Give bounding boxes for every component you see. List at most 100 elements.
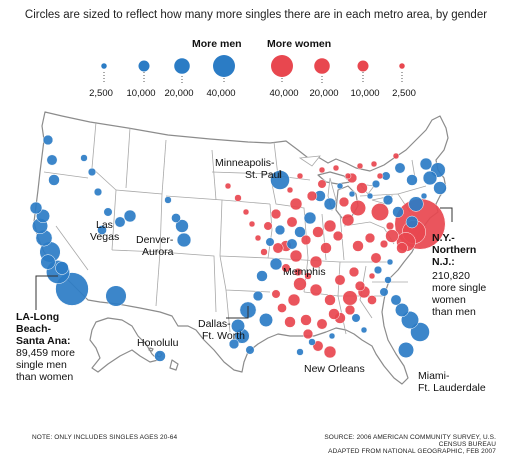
metro-women-circle	[277, 303, 287, 313]
metro-men-circle	[123, 209, 137, 223]
label-los-angeles: LA-Long Beach- Santa Ana:	[16, 311, 70, 347]
metro-women-circle	[254, 234, 262, 242]
metro-men-circle	[80, 154, 88, 162]
label-los-angeles-detail: 89,459 more single men than women	[16, 347, 75, 383]
metro-men-circle	[176, 232, 192, 248]
label-line: Northern	[432, 244, 477, 256]
metro-men-circle	[386, 258, 394, 266]
metro-women-circle	[367, 295, 377, 305]
metro-men-circle	[228, 338, 240, 350]
label-miami: Miami- Ft. Lauderdale	[418, 370, 486, 394]
metro-women-circle	[306, 190, 318, 202]
label-line: than men	[432, 306, 476, 318]
footnote-note: NOTE: ONLY INCLUDES SINGLES AGES 20-64	[32, 434, 178, 441]
metro-women-circle	[248, 220, 256, 228]
legend-women-circle	[271, 55, 293, 77]
footnote-source: SOURCE: 2006 AMERICAN COMMUNITY SURVEY, …	[296, 434, 496, 455]
metro-women-circle	[332, 230, 344, 242]
metro-men-circle	[286, 238, 298, 250]
label-line: 89,459 more	[16, 347, 75, 359]
label-line: Ft. Worth	[202, 330, 245, 342]
label-dallas: Dallas- Ft. Worth	[198, 318, 245, 342]
metro-men-circle	[252, 290, 264, 302]
label-new-orleans: New Orleans	[304, 363, 365, 375]
metro-women-circle	[341, 213, 355, 227]
metro-men-circle	[171, 213, 181, 223]
metro-women-circle	[334, 274, 346, 286]
metro-men-circle	[351, 313, 361, 323]
label-new-york-detail: 210,820 more single women than men	[432, 270, 486, 318]
metro-men-circle	[87, 167, 97, 177]
metro-women-circle	[371, 203, 389, 221]
metro-men-circle	[420, 192, 428, 200]
legend-women-tick: 40,000	[269, 88, 299, 99]
metro-men-circle	[371, 179, 381, 189]
metro-women-circle	[224, 182, 232, 190]
metro-women-circle	[356, 162, 364, 170]
metro-men-circle	[97, 225, 107, 235]
metro-women-circle	[344, 172, 352, 180]
label-line: Santa Ana:	[16, 335, 71, 347]
label-line: N.J.:	[432, 256, 455, 268]
metro-women-circle	[338, 196, 350, 208]
metro-women-circle	[309, 283, 323, 297]
metro-women-circle	[281, 263, 291, 273]
metro-men-circle	[269, 257, 283, 271]
legend-men-tick: 10,000	[126, 88, 156, 99]
label-line: more single	[432, 282, 487, 294]
label-line: than women	[16, 371, 74, 383]
metro-women-circle	[287, 293, 301, 307]
metro-women-circle	[332, 164, 340, 172]
metro-men-circle	[379, 287, 389, 297]
metro-women-circle	[392, 152, 400, 160]
metro-women-circle	[324, 294, 336, 306]
metro-women-circle	[385, 229, 399, 243]
metro-men-circle	[296, 348, 304, 356]
label-line: Aurora	[142, 246, 174, 258]
metro-men-circle	[422, 170, 438, 186]
label-line: LA-Long	[16, 311, 60, 323]
legend-men-tick: 20,000	[164, 88, 194, 99]
metro-men-circle	[308, 338, 316, 346]
legend-women-tick: 10,000	[350, 88, 380, 99]
metro-women-circle	[289, 249, 303, 263]
metro-women-circle	[302, 328, 314, 340]
metro-men-circle	[382, 194, 394, 206]
legend-men-tick: 2,500	[89, 88, 113, 99]
metro-men-circle	[48, 174, 60, 186]
metro-men-circle	[256, 270, 268, 282]
legend-men-tick: 40,000	[206, 88, 236, 99]
legend-women-tick: 20,000	[309, 88, 339, 99]
metro-men-circle	[373, 265, 383, 275]
legend-women-title: More women	[267, 38, 332, 50]
metro-men-circle	[42, 134, 54, 146]
metro-men-circle	[323, 197, 337, 211]
metro-men-circle	[175, 219, 189, 233]
metro-women-circle	[272, 242, 284, 254]
metro-women-circle	[364, 232, 376, 244]
metro-men-circle	[384, 276, 392, 284]
metro-men-circle	[265, 237, 275, 247]
metro-men-circle	[259, 313, 273, 327]
metro-men-circle	[406, 174, 418, 186]
label-line: women	[432, 294, 466, 306]
metro-women-circle	[349, 199, 367, 217]
headline: Circles are sized to reflect how many mo…	[24, 9, 488, 21]
metro-women-circle	[323, 345, 337, 359]
leader-lines	[35, 170, 453, 319]
source-line: ADAPTED FROM NATIONAL GEOGRAPHIC, FEB 20…	[328, 448, 496, 455]
metro-women-circle	[385, 221, 395, 231]
metro-men-circle	[294, 226, 306, 238]
metro-men-circle	[46, 154, 58, 166]
metro-men-circle	[392, 206, 404, 218]
label-line: Minneapolis-	[215, 157, 275, 169]
metro-women-circle	[309, 255, 323, 269]
metro-men-circle	[245, 345, 255, 355]
metro-men-circle	[154, 350, 166, 362]
metro-women-circle	[348, 266, 360, 278]
label-line: Vegas	[90, 231, 120, 243]
metro-men-circle	[390, 294, 402, 306]
metro-men-circle	[40, 254, 56, 270]
metro-men-circle	[29, 201, 43, 215]
metro-men-circle	[397, 341, 415, 359]
